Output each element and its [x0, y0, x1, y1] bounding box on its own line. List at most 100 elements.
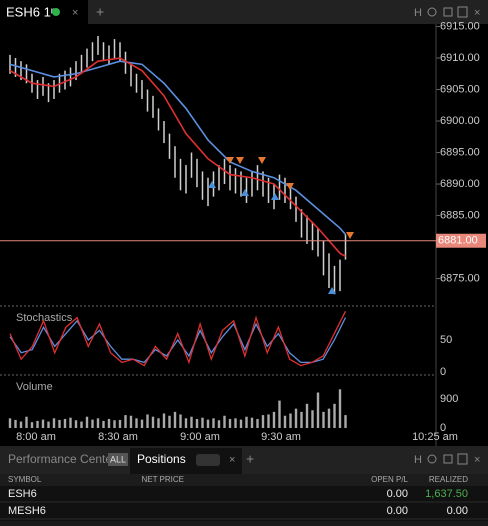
price-tick-label: 6915.00 [440, 20, 480, 32]
volume-bar [41, 419, 45, 428]
volume-bar [80, 421, 83, 428]
panel-settings[interactable] [427, 454, 437, 464]
volume-bar [327, 408, 331, 428]
toolbar-h[interactable]: H [414, 7, 422, 19]
volume-bar [52, 418, 56, 428]
volume-bar [256, 418, 259, 428]
tab-positions: Positions [137, 452, 186, 466]
panel-close[interactable]: × [474, 454, 480, 466]
volume-bar [140, 419, 144, 428]
volume-bar [245, 416, 248, 428]
volume-bar [217, 420, 221, 428]
price-tick-label: 6890.00 [440, 178, 480, 190]
volume-bar [96, 418, 100, 428]
symbol: MESH6 [8, 505, 46, 517]
last-price-box [436, 233, 486, 248]
layout-icon[interactable] [443, 7, 453, 17]
table-header [0, 474, 488, 486]
volume-bar [107, 418, 111, 428]
volume-bar [338, 389, 342, 428]
volume-bar [311, 410, 314, 428]
panel-layout[interactable] [443, 454, 453, 464]
tab-title: ESH6 1ᵐ [6, 4, 58, 19]
volume-bar [74, 420, 78, 428]
volume-bar [47, 421, 50, 428]
volume-bar [333, 403, 336, 428]
ma-blue [9, 60, 347, 235]
panel-popout[interactable] [457, 453, 468, 465]
open-pl: 0.00 [387, 488, 408, 500]
time-label: 8:30 am [98, 431, 138, 443]
close-tab[interactable]: × [72, 7, 78, 19]
volume-bar [190, 416, 193, 428]
price-tick-label: 6885.00 [440, 209, 480, 221]
volume-bar [344, 415, 347, 428]
panel-h[interactable]: H [414, 454, 422, 466]
volume-bar [151, 416, 155, 428]
stochastics-label: Stochastics [16, 312, 73, 324]
volume-label: Volume [16, 381, 53, 393]
volume-bar [201, 417, 204, 428]
volume-bar [69, 417, 72, 428]
volume-bar [278, 400, 281, 428]
chart-tab[interactable] [0, 0, 88, 24]
volume-bar [118, 419, 122, 428]
volume-bar [8, 418, 12, 428]
toggle[interactable] [196, 454, 220, 466]
volume-bar [63, 418, 67, 428]
time-label: 8:00 am [16, 431, 56, 443]
volume-bar [157, 418, 160, 428]
volume-bar [294, 408, 298, 428]
price-tick-label: 6875.00 [440, 272, 480, 284]
volume-bar [283, 415, 287, 428]
volume-bar [267, 414, 270, 428]
volume-bar [91, 419, 94, 428]
tab-performance[interactable]: Performance Center [8, 452, 116, 466]
realized: 1,637.50 [425, 488, 468, 500]
volume-bar [173, 411, 177, 428]
volume-bar [36, 420, 39, 428]
volume-bar [206, 419, 210, 428]
realized: 0.00 [447, 505, 468, 517]
positions-tab[interactable] [130, 448, 242, 474]
volume-bar [305, 403, 309, 428]
volume-bar [316, 392, 320, 428]
close-positions[interactable]: × [229, 454, 235, 466]
volume-bar [322, 411, 325, 428]
table-body: SYMBOL NET PRICE OPEN P/L REALIZED ESH6 0.00 1… [0, 475, 488, 520]
volume-bar [179, 414, 182, 428]
stoch-tick-label: 0 [440, 366, 446, 378]
volume-bar [289, 413, 292, 428]
volume-bar [228, 418, 232, 428]
chart-area [0, 24, 488, 446]
chart: 6915.00 6910.00 6905.00 6900.00 6895.00 6890.… [0, 20, 486, 446]
stoch-tick-label: 50 [440, 334, 452, 346]
stoch-k [9, 310, 347, 367]
stoch-d [9, 317, 347, 364]
volume-bar [234, 418, 237, 428]
time-label: 9:00 am [180, 431, 220, 443]
add-panel[interactable]: + [246, 451, 254, 467]
close-icon[interactable]: × [474, 7, 480, 19]
open-pl: 0.00 [387, 505, 408, 517]
volume-bar [223, 415, 226, 428]
volume-bar [113, 420, 116, 428]
time-label: 10:25 am [412, 431, 458, 443]
volume-bar [300, 411, 303, 428]
volume-bar [25, 416, 28, 428]
last-price-label: 6881.00 [438, 235, 478, 247]
volume-tick-label: 0 [440, 422, 446, 434]
price-tick-label: 6900.00 [440, 115, 480, 127]
volume-bar [261, 415, 265, 428]
price-tick-label: 6910.00 [440, 52, 480, 64]
add-tab[interactable]: + [96, 4, 104, 20]
volume-bar [19, 421, 23, 428]
volume-bar [162, 413, 166, 428]
popout-icon[interactable] [457, 6, 468, 18]
volume-bar [30, 422, 34, 428]
status-dot [52, 8, 60, 16]
all-badge[interactable] [108, 453, 128, 466]
column-header: SYMBOL [8, 475, 42, 484]
settings-icon[interactable] [427, 7, 437, 17]
